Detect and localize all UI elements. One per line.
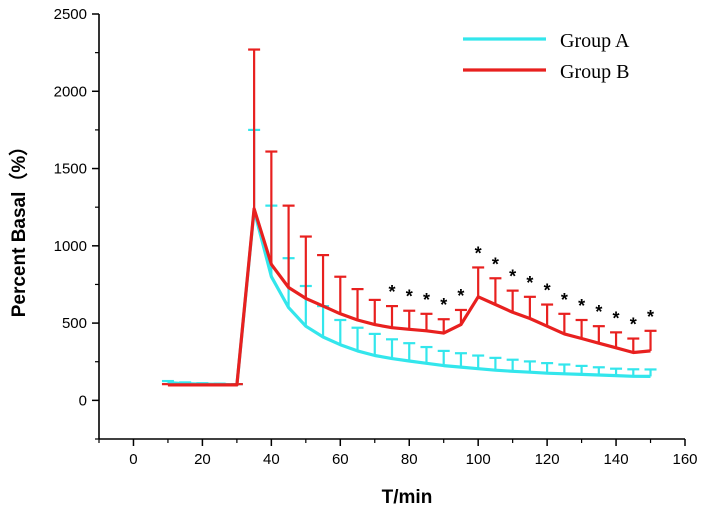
y-tick-label: 1500 (54, 161, 87, 178)
group-a-error-bars (161, 128, 657, 386)
x-tick-label: 60 (332, 451, 349, 468)
significance-star: * (388, 282, 395, 302)
x-tick-label: 80 (401, 451, 418, 468)
significance-star: * (561, 290, 568, 310)
significance-star: * (406, 287, 413, 307)
legend-label-group-b: Group B (560, 61, 629, 83)
legend: Group A Group B (463, 30, 630, 83)
group-b-line (167, 207, 651, 387)
y-tick-label: 500 (62, 315, 87, 332)
significance-star: * (475, 243, 482, 263)
x-tick-label: 140 (604, 451, 629, 468)
y-tick-label: 2000 (54, 83, 87, 100)
y-axis-title: Percent Basal（%） (7, 137, 30, 318)
y-tick-label: 1000 (54, 238, 87, 255)
x-tick-label: 100 (466, 451, 491, 468)
y-tick-label: 0 (79, 392, 87, 409)
significance-star: * (578, 296, 585, 316)
x-axis-title: T/min (382, 487, 433, 508)
x-tick-label: 20 (194, 451, 211, 468)
significance-star: * (613, 308, 620, 328)
significance-star: * (440, 295, 447, 315)
significance-star: * (526, 273, 533, 293)
significance-star: * (509, 267, 516, 287)
significance-markers: * * * * * * * * * * * * * * * * (388, 243, 654, 334)
y-tick-label: 2500 (54, 6, 87, 23)
significance-star: * (630, 315, 637, 335)
group-b-error-bars (161, 48, 657, 386)
x-tick-label: 160 (672, 451, 697, 468)
x-axis-ticks: 0 20 40 60 80 100 120 140 160 (98, 439, 698, 468)
significance-star: * (492, 254, 499, 274)
legend-label-group-a: Group A (560, 30, 630, 52)
y-axis-ticks: 0 500 1000 1500 2000 2500 (54, 6, 99, 440)
x-tick-label: 40 (263, 451, 280, 468)
series-lines (167, 207, 651, 387)
significance-star: * (423, 290, 430, 310)
significance-star: * (457, 286, 464, 306)
x-tick-label: 120 (535, 451, 560, 468)
significance-star: * (647, 307, 654, 327)
significance-star: * (595, 302, 602, 322)
x-tick-label: 0 (129, 451, 137, 468)
significance-star: * (544, 281, 551, 301)
